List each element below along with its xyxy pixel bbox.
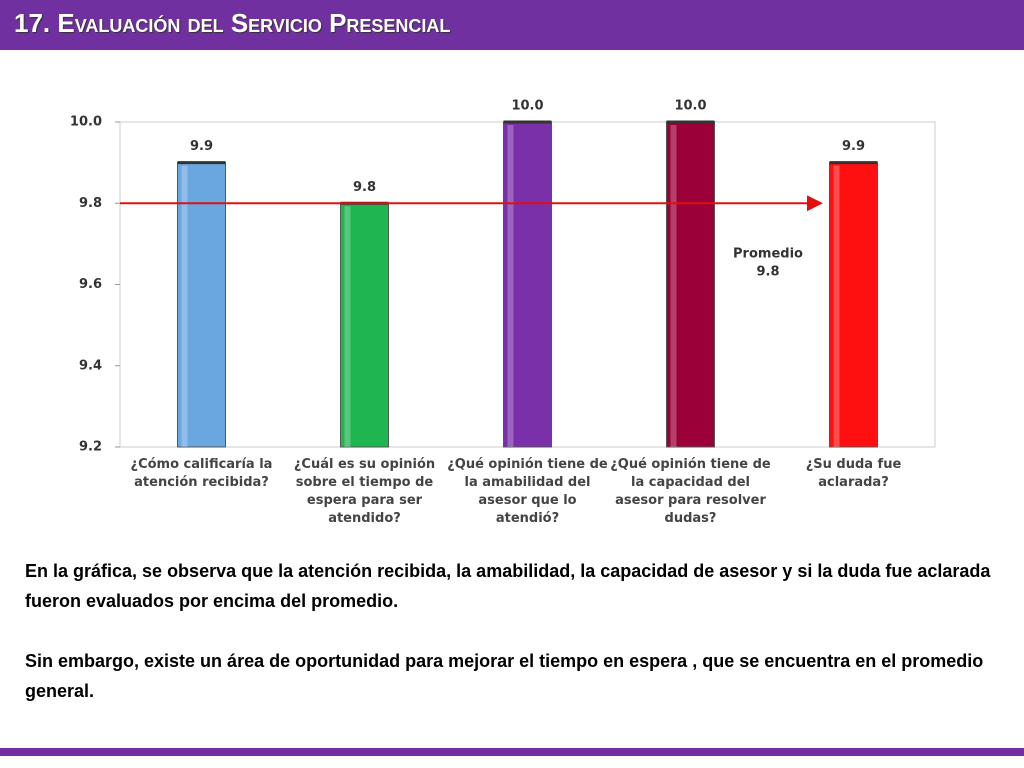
x-tick-label: ¿Su duda fue aclarada?	[805, 457, 902, 490]
x-tick-label: ¿Cuál es su opinión sobre el tiempo de e…	[293, 457, 436, 526]
bar-highlight	[670, 125, 677, 447]
average-label: Promedio	[733, 247, 803, 262]
header-bar	[0, 0, 1024, 50]
y-tick-label: 9.4	[79, 358, 102, 373]
bar-highlight	[181, 165, 188, 447]
bar-highlight	[833, 165, 840, 447]
x-tick-label: ¿Qué opinión tiene de la amabilidad del …	[447, 457, 608, 526]
paragraph: Sin embargo, existe un área de oportunid…	[25, 651, 984, 701]
y-tick-label: 9.6	[79, 277, 102, 292]
value-label: 10.0	[511, 99, 543, 114]
y-tick-label: 9.8	[79, 196, 102, 211]
average-value: 9.8	[756, 265, 779, 280]
x-tick-label: ¿Cómo calificaría la atención recibida?	[130, 457, 273, 490]
bar	[829, 162, 878, 448]
value-label: 9.8	[353, 180, 376, 195]
bar-highlight	[507, 125, 514, 447]
bar	[666, 121, 715, 448]
y-tick-label: 10.0	[70, 115, 102, 130]
bar-highlight	[344, 206, 351, 447]
text-block: En la gráfica, se observa que la atenció…	[25, 556, 1010, 736]
bar	[340, 202, 389, 448]
bar	[503, 121, 552, 448]
paragraph: En la gráfica, se observa que la atenció…	[25, 561, 991, 611]
y-tick-label: 9.2	[79, 440, 102, 455]
x-tick-label: ¿Qué opinión tiene de la capacidad del a…	[610, 457, 771, 526]
chart: 9.2 9.4 9.6 9.8 10.0 9.9 9.8 10.0 10.0 9.9 Promedi…	[70, 99, 936, 455]
value-label: 9.9	[842, 139, 865, 154]
value-label: 9.9	[190, 139, 213, 154]
footer-bar	[0, 748, 1024, 756]
value-label: 10.0	[674, 99, 706, 114]
slide-title: 17. Evaluación del Servicio Presencial	[14, 8, 451, 38]
